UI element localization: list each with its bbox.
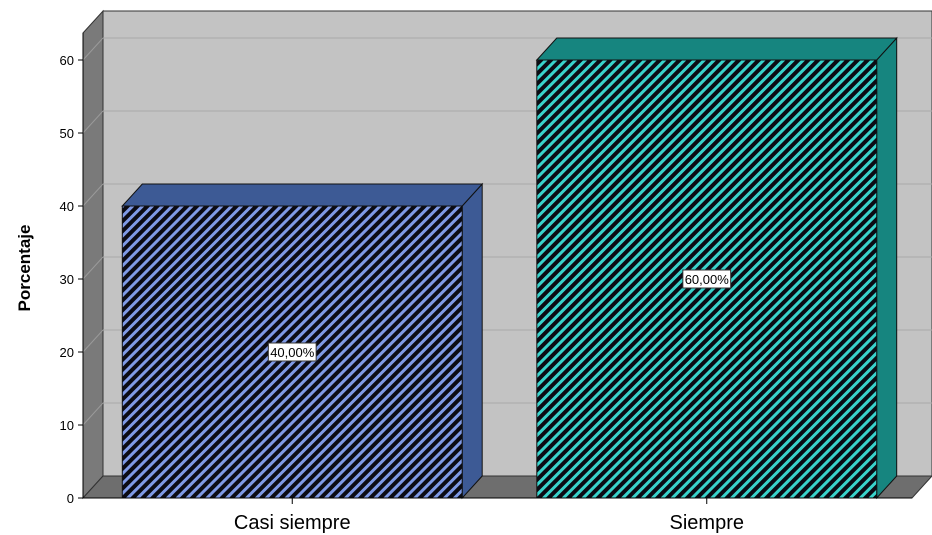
x-category-label: Siempre (670, 512, 744, 534)
bar-side (876, 36, 898, 500)
data-label: 40,00% (267, 342, 317, 362)
gridline-side (82, 256, 104, 280)
y-tick-label: 30 (60, 272, 74, 287)
bar-side (461, 182, 483, 500)
gridline-side (82, 110, 104, 134)
y-tick-label: 0 (67, 491, 74, 506)
bar-top (535, 37, 898, 61)
bar-2: 60,00% (535, 36, 898, 500)
data-label: 60,00% (682, 269, 732, 289)
x-category-label: Casi siempre (234, 512, 351, 534)
gridline-side (82, 37, 104, 61)
y-axis-ticks: 0 10 20 30 40 50 60 (60, 33, 84, 506)
y-tick-label: 60 (60, 53, 74, 68)
side-wall (82, 9, 104, 500)
y-tick-label: 10 (60, 418, 74, 433)
y-axis-title: Porcentaje (15, 225, 34, 312)
gridline-side (82, 402, 104, 426)
svg-text:40,00%: 40,00% (270, 345, 315, 360)
bar-1: 40,00% (121, 182, 484, 500)
bar-top (121, 183, 484, 207)
gridline-side (82, 183, 104, 207)
y-tick-label: 20 (60, 345, 74, 360)
gridline-side (82, 329, 104, 353)
y-tick-label: 50 (60, 126, 74, 141)
svg-text:60,00%: 60,00% (685, 272, 730, 287)
bars: 40,00% 60,00% (121, 36, 898, 500)
x-axis-categories: Casi siempre Siempre (83, 497, 912, 534)
y-tick-label: 40 (60, 199, 74, 214)
